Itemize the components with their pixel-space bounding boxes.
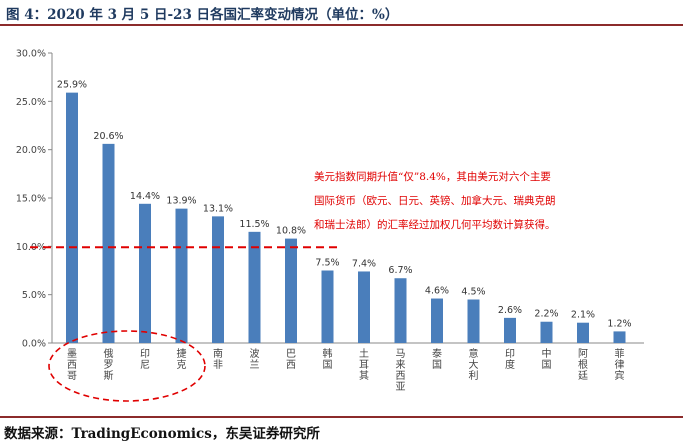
data-label: 6.7% [388, 265, 412, 276]
category-label: 俄罗斯 [104, 348, 114, 382]
y-tick-label: 0.0% [22, 339, 46, 350]
bar [467, 299, 480, 343]
highlight-ellipse [48, 330, 206, 402]
category-label: 中国 [542, 347, 552, 371]
bar [540, 321, 553, 343]
category-label: 印尼 [140, 348, 150, 371]
annotation-text: 美元指数同期升值“仅”8.4%，其由美元对六个主要 [314, 170, 551, 183]
y-tick-label: 25.0% [16, 97, 46, 108]
y-tick-label: 30.0% [16, 49, 46, 60]
bar [139, 203, 151, 343]
category-label: 泰国 [432, 347, 442, 371]
data-label: 2.2% [534, 309, 558, 320]
category-label: 意大利 [469, 347, 479, 382]
y-tick-label: 15.0% [16, 194, 46, 205]
annotation-text: 国际货币（欧元、日元、英镑、加拿大元、瑞典克朗 [314, 194, 556, 207]
bar [102, 143, 115, 343]
bar [358, 271, 370, 343]
data-label: 25.9% [57, 80, 87, 91]
data-label: 11.5% [239, 219, 269, 230]
category-label: 菲律宾 [615, 348, 625, 382]
data-label: 20.6% [93, 131, 123, 142]
annotation-text: 和瑞士法郎）的汇率经过加权几何平均数计算获得。 [314, 218, 556, 231]
data-label: 4.5% [461, 287, 485, 298]
bar [613, 331, 626, 343]
category-label: 土耳其 [359, 347, 369, 382]
category-label: 阿根廷 [578, 348, 588, 382]
category-label: 墨西哥 [67, 348, 77, 382]
y-tick-label: 5.0% [22, 290, 46, 301]
data-label: 4.6% [425, 286, 449, 297]
title-divider [0, 24, 683, 26]
bar [66, 92, 78, 343]
data-label: 10.8% [276, 226, 306, 237]
category-label: 马来西亚 [396, 348, 406, 393]
footer-divider [0, 416, 683, 418]
data-label: 7.5% [315, 258, 339, 269]
data-label: 14.4% [130, 191, 160, 202]
figure-title: 图 4：2020 年 3 月 5 日-23 日各国汇率变动情况（单位：%） [6, 7, 399, 23]
data-label: 7.4% [352, 258, 376, 269]
bar [248, 231, 261, 343]
bar [321, 270, 334, 343]
data-source: 数据来源：TradingEconomics，东吴证券研究所 [4, 426, 320, 442]
category-label: 南非 [213, 347, 223, 371]
category-label: 印度 [505, 348, 515, 371]
bar [212, 216, 224, 343]
y-tick-label: 20.0% [16, 145, 46, 156]
category-label: 巴西 [286, 348, 296, 371]
bar [577, 322, 589, 343]
data-label: 13.1% [203, 203, 233, 214]
data-label: 13.9% [166, 196, 196, 207]
bar [504, 317, 516, 343]
bar [394, 278, 407, 343]
bar [285, 238, 297, 343]
category-label: 韩国 [323, 347, 333, 371]
data-label: 1.2% [607, 318, 631, 329]
data-label: 2.6% [498, 305, 522, 316]
data-label: 2.1% [571, 310, 595, 321]
bar [175, 208, 188, 343]
category-label: 捷克 [177, 347, 187, 371]
category-label: 波兰 [250, 347, 260, 371]
bar [431, 298, 443, 343]
